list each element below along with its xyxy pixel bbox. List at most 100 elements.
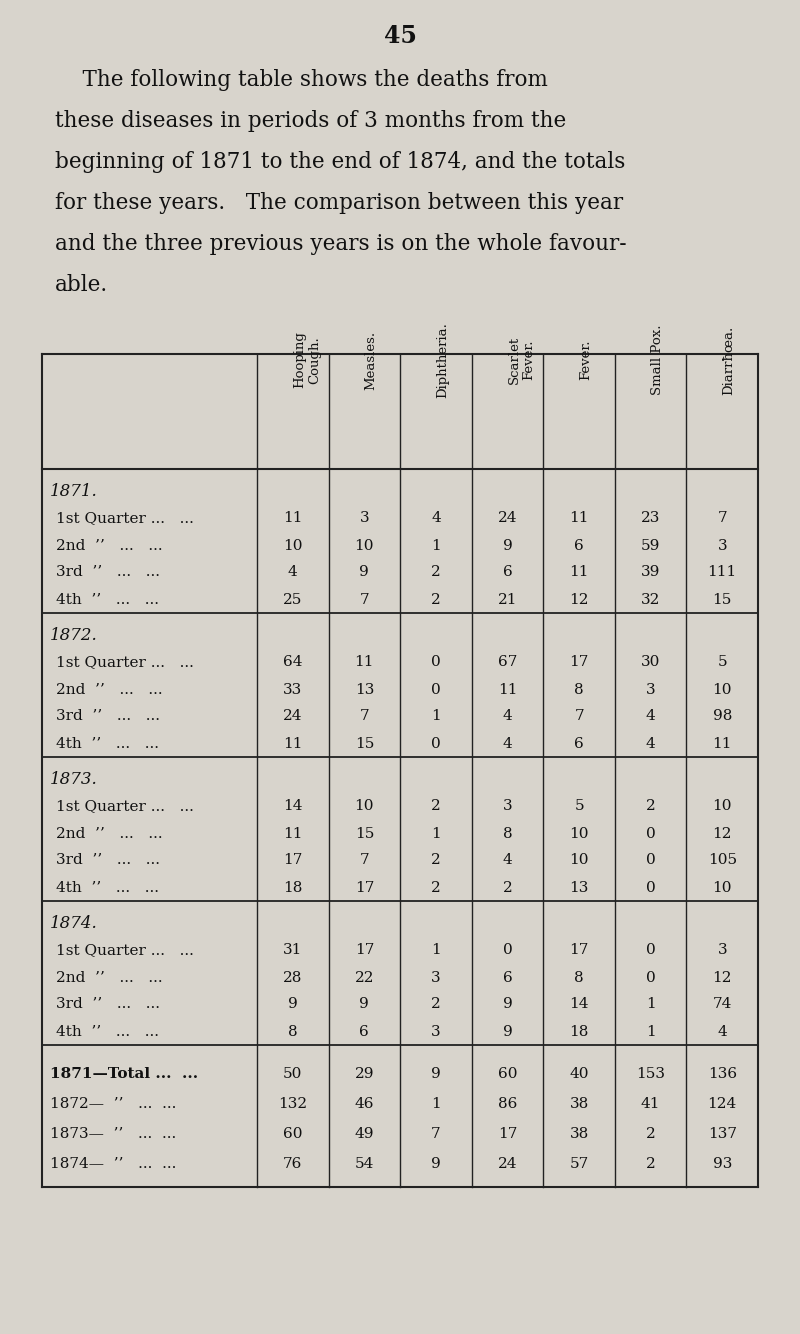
Text: The following table shows the deaths from: The following table shows the deaths fro…	[55, 69, 548, 91]
Text: and the three previous years is on the whole favour-: and the three previous years is on the w…	[55, 233, 626, 255]
Text: 12: 12	[713, 827, 732, 840]
Text: 6: 6	[502, 971, 512, 984]
Text: 3rd  ’’   ...   ...: 3rd ’’ ... ...	[56, 854, 160, 867]
Text: 10: 10	[570, 854, 589, 867]
Text: 1: 1	[431, 710, 441, 723]
Text: 9: 9	[502, 998, 512, 1011]
Text: 1: 1	[431, 827, 441, 840]
Text: 15: 15	[354, 827, 374, 840]
Text: 24: 24	[498, 511, 518, 526]
Text: 3: 3	[718, 943, 727, 958]
Text: 4: 4	[646, 710, 655, 723]
Text: 0: 0	[646, 943, 655, 958]
Text: 153: 153	[636, 1067, 665, 1081]
Text: 12: 12	[570, 592, 589, 607]
Text: 24: 24	[283, 710, 302, 723]
Text: 98: 98	[713, 710, 732, 723]
Text: 39: 39	[641, 566, 660, 579]
Text: 6: 6	[359, 1025, 370, 1038]
Text: 4th  ’’   ...   ...: 4th ’’ ... ...	[56, 880, 159, 895]
Text: 2: 2	[431, 799, 441, 814]
Text: 13: 13	[570, 880, 589, 895]
Text: 17: 17	[570, 655, 589, 670]
Text: 30: 30	[641, 655, 660, 670]
Text: 9: 9	[359, 566, 370, 579]
Text: 4: 4	[646, 736, 655, 751]
Text: 17: 17	[354, 943, 374, 958]
Text: 10: 10	[283, 539, 302, 552]
Text: 33: 33	[283, 683, 302, 696]
Text: 1871.: 1871.	[50, 483, 98, 500]
Text: Measles.: Measles.	[364, 331, 378, 390]
Text: 13: 13	[354, 683, 374, 696]
Text: 2: 2	[646, 1157, 655, 1171]
Text: 10: 10	[713, 799, 732, 814]
Text: Hooping
Cough.: Hooping Cough.	[293, 332, 321, 388]
Text: 57: 57	[570, 1157, 589, 1171]
Text: 14: 14	[570, 998, 589, 1011]
Text: 93: 93	[713, 1157, 732, 1171]
Text: 7: 7	[359, 592, 369, 607]
Text: these diseases in periods of 3 months from the: these diseases in periods of 3 months fr…	[55, 109, 566, 132]
Text: 0: 0	[646, 854, 655, 867]
Text: 9: 9	[431, 1067, 441, 1081]
Text: 136: 136	[708, 1067, 737, 1081]
Text: 29: 29	[354, 1067, 374, 1081]
Text: 11: 11	[498, 683, 518, 696]
Text: 9: 9	[359, 998, 370, 1011]
Text: 54: 54	[354, 1157, 374, 1171]
Text: 8: 8	[288, 1025, 298, 1038]
Text: 5: 5	[574, 799, 584, 814]
Text: 15: 15	[713, 592, 732, 607]
Text: 7: 7	[574, 710, 584, 723]
Text: 14: 14	[283, 799, 302, 814]
Text: 17: 17	[354, 880, 374, 895]
Text: 18: 18	[283, 880, 302, 895]
Text: 11: 11	[283, 827, 302, 840]
Text: 6: 6	[502, 566, 512, 579]
Text: 17: 17	[570, 943, 589, 958]
Text: 2nd  ’’   ...   ...: 2nd ’’ ... ...	[56, 683, 162, 696]
Text: 2: 2	[431, 880, 441, 895]
Text: 2: 2	[502, 880, 512, 895]
Text: 8: 8	[574, 971, 584, 984]
Text: Scarlet
Fever.: Scarlet Fever.	[507, 336, 535, 384]
Text: 2: 2	[431, 998, 441, 1011]
Text: 60: 60	[283, 1127, 302, 1141]
Text: 1st Quarter ...   ...: 1st Quarter ... ...	[56, 799, 194, 814]
Text: 105: 105	[708, 854, 737, 867]
Text: 4: 4	[502, 710, 512, 723]
Text: 3rd  ’’   ...   ...: 3rd ’’ ... ...	[56, 710, 160, 723]
Text: 50: 50	[283, 1067, 302, 1081]
Text: 9: 9	[288, 998, 298, 1011]
Text: for these years.   The comparison between this year: for these years. The comparison between …	[55, 192, 623, 213]
Text: 124: 124	[707, 1097, 737, 1111]
Text: 132: 132	[278, 1097, 307, 1111]
Text: Fever.: Fever.	[579, 340, 592, 380]
Text: 3: 3	[646, 683, 655, 696]
Text: 2: 2	[646, 1127, 655, 1141]
Text: 2: 2	[431, 566, 441, 579]
Text: 31: 31	[283, 943, 302, 958]
Text: 7: 7	[718, 511, 727, 526]
Text: 1: 1	[431, 539, 441, 552]
Text: 2nd  ’’   ...   ...: 2nd ’’ ... ...	[56, 539, 162, 552]
Text: 4: 4	[718, 1025, 727, 1038]
Text: 0: 0	[431, 683, 441, 696]
Text: Diphtheria.: Diphtheria.	[436, 321, 449, 398]
Text: 9: 9	[502, 539, 512, 552]
Text: 0: 0	[431, 655, 441, 670]
Text: 5: 5	[718, 655, 727, 670]
Text: 2nd  ’’   ...   ...: 2nd ’’ ... ...	[56, 971, 162, 984]
Text: 17: 17	[283, 854, 302, 867]
Text: 3rd  ’’   ...   ...: 3rd ’’ ... ...	[56, 566, 160, 579]
Text: 67: 67	[498, 655, 517, 670]
Text: 137: 137	[708, 1127, 737, 1141]
Text: 76: 76	[283, 1157, 302, 1171]
Text: 38: 38	[570, 1127, 589, 1141]
Text: 9: 9	[431, 1157, 441, 1171]
Text: 25: 25	[283, 592, 302, 607]
Text: 40: 40	[570, 1067, 589, 1081]
Text: 7: 7	[359, 710, 369, 723]
Text: 11: 11	[713, 736, 732, 751]
